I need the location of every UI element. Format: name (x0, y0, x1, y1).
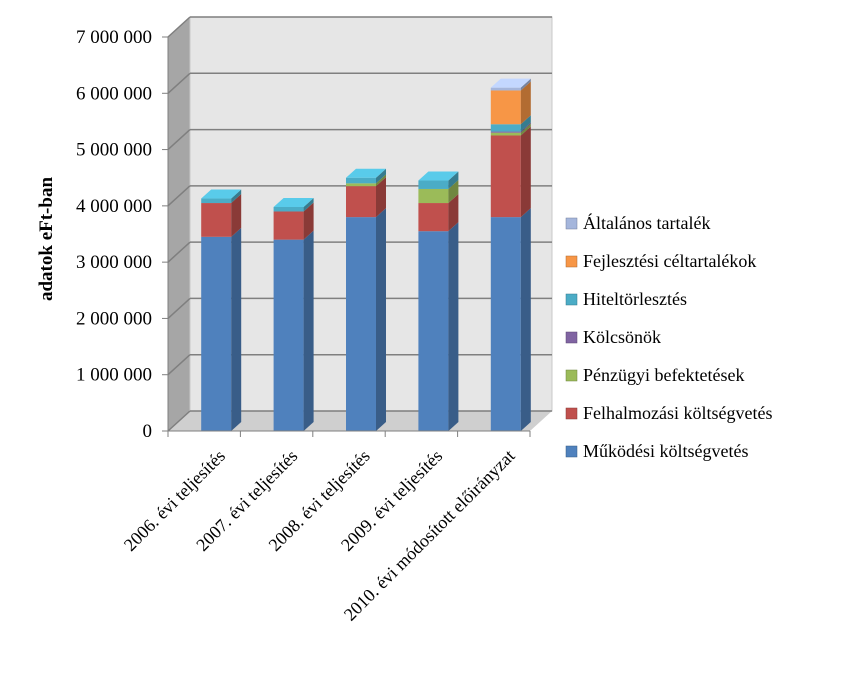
legend-swatch (565, 331, 578, 344)
bar-segment-front (490, 124, 521, 132)
bars (201, 78, 531, 431)
bar-segment-front (201, 198, 232, 204)
gridline-side (167, 185, 191, 207)
bar-top (418, 171, 459, 181)
gridline-side (167, 354, 191, 376)
bar-segment-side (520, 123, 531, 136)
bar-stack (418, 171, 459, 431)
bar-segment-side (376, 208, 386, 431)
bar-stack (490, 78, 531, 431)
bar-stack (273, 197, 314, 431)
bar-segment-front (273, 206, 304, 212)
bar-segment-front (490, 132, 521, 136)
legend-label: Hiteltörlesztés (583, 289, 687, 309)
bar-segment-side (448, 179, 459, 204)
bar-segment-side (520, 122, 531, 133)
bar-segment-front (418, 188, 449, 204)
bar-segment-side (376, 177, 386, 218)
bar-segment-front (201, 203, 232, 237)
side-wall (168, 17, 190, 431)
gridline-side (167, 297, 191, 319)
bar-top (201, 189, 242, 199)
y-tick-label: 5 000 000 (76, 140, 152, 161)
bar-segment-side (520, 126, 531, 218)
bar-segment-side (448, 222, 459, 431)
bar-segment-front (490, 90, 521, 125)
legend-item: Hiteltörlesztés (565, 289, 687, 309)
bar-segment-side (303, 197, 314, 212)
y-axis-label: adatok eFt-ban (36, 177, 57, 301)
legend-swatch (565, 407, 578, 420)
bar-segment-front (490, 217, 521, 431)
legend-swatch (565, 217, 578, 230)
bar-top (490, 78, 531, 88)
legend-swatch (565, 293, 578, 306)
y-tick-label: 3 000 000 (76, 252, 152, 273)
gridline-side (167, 410, 191, 432)
legend-swatch (565, 255, 578, 268)
y-tick-label: 4 000 000 (76, 196, 152, 217)
bar-top (273, 197, 314, 207)
bar-segment-front (490, 131, 521, 133)
legend-item: Felhalmozási költségvetés (565, 403, 772, 423)
legend-label: Felhalmozási költségvetés (583, 403, 772, 423)
bar-segment-side (520, 208, 531, 431)
bar-segment-front (273, 211, 304, 240)
bar-segment-side (448, 171, 459, 189)
bar-segment-side (520, 115, 531, 132)
bar-segment-side (231, 189, 242, 204)
y-tick-label: 1 000 000 (76, 365, 152, 386)
bar-segment-side (303, 230, 314, 431)
y-tick-label: 0 (143, 421, 153, 442)
legend-swatch (565, 445, 578, 458)
bar-segment-side (520, 78, 531, 91)
bar-segment-side (520, 81, 531, 125)
y-axis: 0 1 000 000 2 000 000 3 000 000 4 000 000 5 0… (76, 27, 169, 442)
legend-label: Fejlesztési céltartalékok (583, 251, 756, 271)
bar-top (346, 168, 386, 178)
y-tick-label: 6 000 000 (76, 83, 152, 104)
gridline-side (167, 72, 191, 94)
legend-item: Kölcsönök (565, 327, 661, 347)
legend-item: Fejlesztési céltartalékok (565, 251, 756, 271)
bar-segment-front (418, 231, 449, 431)
legend-item: Működési költségvetés (565, 441, 748, 461)
bar-segment-side (376, 168, 386, 184)
bar-segment-side (303, 202, 314, 240)
bar-segment-side (231, 227, 242, 431)
bar-segment-front (273, 239, 304, 431)
bar-segment-front (490, 87, 521, 91)
bar-segment-front (346, 217, 376, 431)
y-tick-label: 7 000 000 (76, 27, 152, 48)
gridline-side (167, 241, 191, 263)
gridline-side (167, 16, 191, 38)
bar-segment-front (418, 203, 449, 232)
legend-label: Általános tartalék (583, 212, 710, 233)
y-tick-label: 2 000 000 (76, 308, 152, 329)
legend-label: Pénzügyi befektetések (583, 365, 744, 385)
legend-swatch (565, 369, 578, 382)
bar-stack (201, 189, 242, 431)
bar-segment-front (201, 236, 232, 431)
bar-segment-side (231, 194, 242, 237)
legend-item: Pénzügyi befektetések (565, 365, 744, 385)
legend-label: Működési költségvetés (583, 441, 748, 461)
legend-label: Kölcsönök (583, 327, 661, 347)
bar-segment-side (448, 194, 459, 232)
bar-segment-front (346, 186, 376, 218)
bar-segment-front (418, 180, 449, 189)
legend: Általános tartalék Fejlesztési céltartalé… (565, 212, 772, 461)
bar-segment-front (346, 183, 376, 187)
legend-item: Általános tartalék (565, 212, 710, 233)
gridline-side (167, 129, 191, 151)
bar-stack (346, 168, 386, 431)
bar-segment-side (376, 174, 386, 187)
bar-segment-front (490, 135, 521, 218)
bar-segment-front (346, 177, 376, 184)
